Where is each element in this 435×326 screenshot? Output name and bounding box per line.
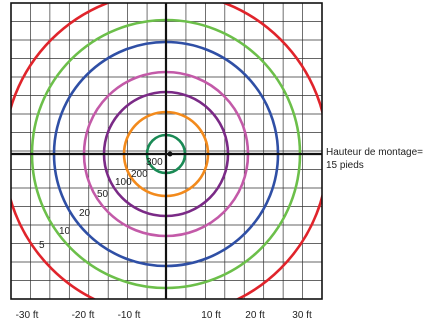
ring-label: 200 [131,169,148,180]
fixture-point [167,151,173,157]
ring-label: 300 [146,157,163,168]
ring-label: 50 [97,189,109,200]
x-tick: 10 ft [201,310,221,321]
x-tick: -30 ft [15,310,39,321]
x-tick: -20 ft [71,310,95,321]
ring-label: 10 [59,226,71,237]
x-tick: 20 ft [245,310,265,321]
x-tick: -10 ft [117,310,141,321]
ring-label: 5 [39,240,45,251]
ring-label: 100 [115,177,132,188]
x-tick: 30 ft [292,310,312,321]
mounting-height-note: Hauteur de montage= 15 pieds [326,147,424,171]
ring-label: 20 [79,208,91,219]
